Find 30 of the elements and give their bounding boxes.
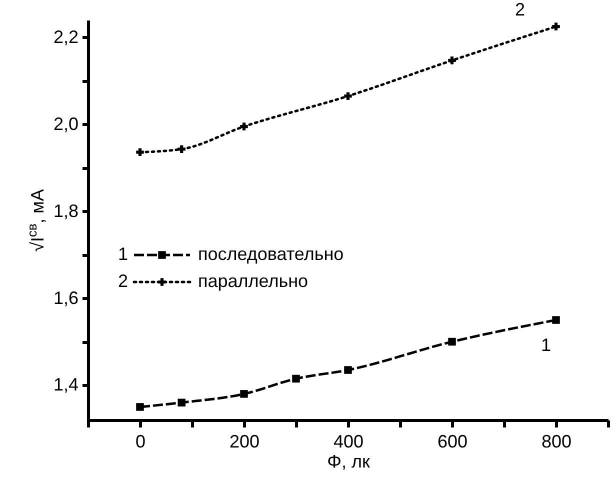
point — [240, 390, 248, 398]
text: 1 — [118, 244, 128, 264]
point — [344, 366, 352, 374]
point — [136, 148, 144, 156]
point — [292, 374, 300, 383]
x-tick-label: 0 — [135, 432, 146, 452]
point — [552, 22, 560, 30]
x-tick-label: 600 — [437, 432, 468, 452]
y-tick-label: 1,4 — [53, 374, 78, 395]
point — [178, 145, 186, 154]
point — [178, 398, 186, 406]
text: 2 — [514, 0, 526, 20]
x-tick-label: 200 — [229, 432, 260, 452]
point — [552, 316, 560, 324]
x-tick-label: 800 — [541, 432, 572, 452]
legend-label: параллельно — [198, 271, 308, 291]
y-tick-label: 2,2 — [53, 26, 78, 47]
y-tick-label: 1,8 — [53, 200, 78, 221]
legend-label: последовательно — [198, 244, 344, 264]
annotation: 2 — [118, 271, 128, 291]
y-tick-label: 2,0 — [53, 114, 78, 134]
point — [344, 92, 352, 100]
y-tick-label: 1,6 — [53, 288, 78, 308]
point — [136, 403, 144, 411]
x-axis-title: Φ, лк — [327, 452, 370, 472]
point — [448, 338, 456, 346]
point — [240, 122, 248, 130]
x-tick-label: 400 — [333, 432, 364, 452]
annotation: 1 — [540, 335, 552, 355]
point — [448, 56, 456, 64]
